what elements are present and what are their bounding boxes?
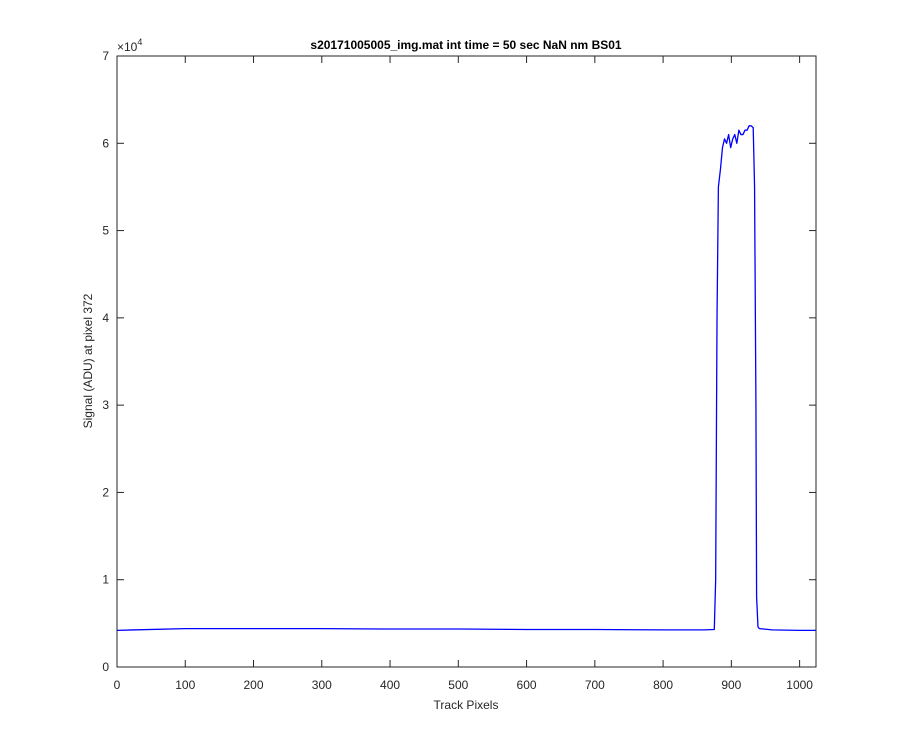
x-tick-label: 300 [312,678,332,692]
x-tick-label: 0 [114,678,121,692]
y-exponent-label: ×104 [117,37,142,54]
x-tick-label: 400 [380,678,400,692]
x-tick-label: 600 [517,678,537,692]
x-tick-label: 700 [585,678,605,692]
x-tick-label: 800 [653,678,673,692]
series-line [116,125,816,631]
y-tick-label: 1 [102,573,109,587]
x-tick-label: 200 [244,678,264,692]
y-tick-label: 3 [102,398,109,412]
y-tick-label: 0 [102,660,109,674]
y-exponent-power: 4 [137,37,142,47]
plot-area [117,56,816,667]
x-tick-label: 500 [448,678,468,692]
x-axis-label: Track Pixels [434,698,499,712]
y-axis-label: Signal (ADU) at pixel 372 [81,293,95,428]
y-tick-label: 6 [102,136,109,150]
x-axis-ticks: 0 100 200 300 400 500 600 700 800 900 1000 [114,56,813,692]
y-tick-label: 5 [102,224,109,238]
y-axis-ticks: 0 1 2 3 4 5 6 7 [102,49,816,674]
x-tick-label: 1000 [786,678,813,692]
y-tick-label: 2 [102,485,109,499]
chart-title: s20171005005_img.mat int time = 50 sec N… [310,38,622,52]
x-tick-label: 100 [175,678,195,692]
axes-box [116,55,817,668]
y-tick-label: 4 [102,311,109,325]
y-exponent-base: ×10 [117,40,138,54]
y-tick-label: 7 [102,49,109,63]
x-tick-label: 900 [721,678,741,692]
